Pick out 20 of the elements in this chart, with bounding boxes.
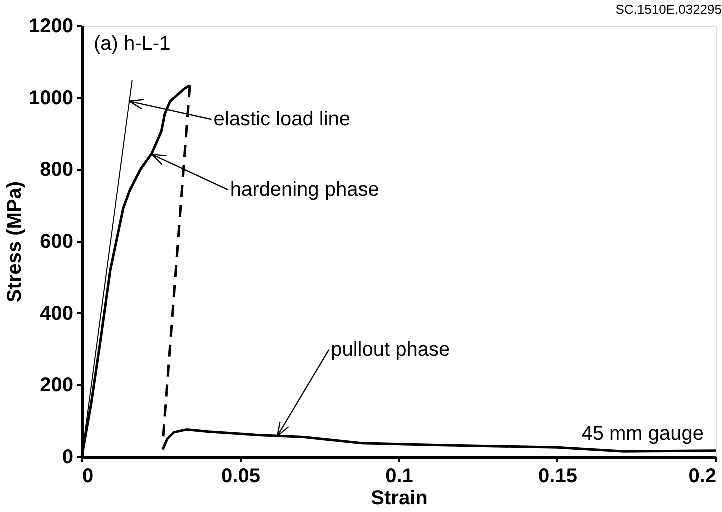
x-axis-title: Strain [371,488,428,510]
x-tick-label: 0.05 [222,466,260,488]
annotation: (a) h-L-1 [94,33,171,55]
y-tick-label: 800 [40,159,74,182]
x-tick-label: 0.15 [538,466,578,488]
y-tick-label: 1200 [29,16,74,38]
text: SC.1510E.032295 [616,2,722,17]
y-tick-label: 1000 [29,87,74,110]
x-tick-label: 0.2 [688,466,716,488]
annotation: elastic load line [214,108,351,131]
x-tick-label: 0 [82,466,94,488]
annotation: hardening phase [230,179,380,202]
x-tick-label: 0.1 [386,466,414,488]
annotation: 45 mm gauge [582,423,704,445]
annotation: pullout phase [331,338,450,361]
y-axis-title: Stress (MPa) [4,181,26,303]
y-tick-label: 200 [40,374,74,397]
y-tick-label: 600 [40,231,74,253]
y-tick-label: 400 [40,302,74,325]
y-tick-label: 0 [62,446,74,468]
